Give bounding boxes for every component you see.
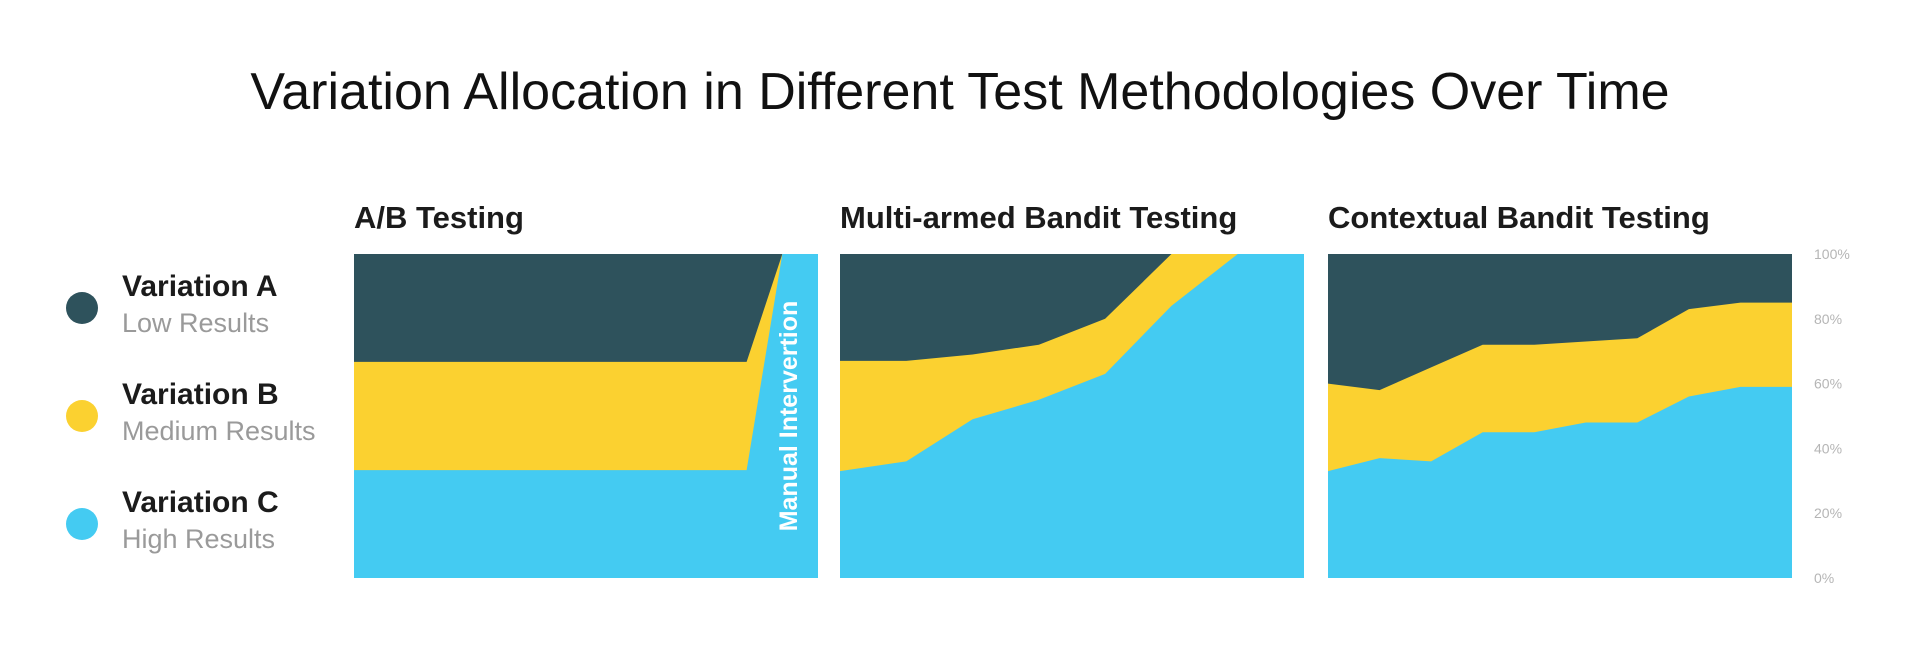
legend-swatch [66,508,98,540]
y-tick-label: 80% [1814,311,1842,327]
panel-title-contextual-bandit: Contextual Bandit Testing [1328,200,1710,235]
legend-label: Variation A [122,270,278,303]
area-variation-c [354,254,818,578]
legend-swatch [66,400,98,432]
panel-title-multi-armed-bandit: Multi-armed Bandit Testing [840,200,1238,235]
panel-1 [354,254,818,578]
y-tick-label: 60% [1814,376,1842,392]
legend-label: Variation B [122,378,279,411]
manual-intervention-label: Manual Intervertion [775,301,803,532]
legend-swatch [66,292,98,324]
chart-title: Variation Allocation in Different Test M… [250,63,1670,121]
legend-item-variation-c: Variation C High Results [66,486,366,566]
y-tick-label: 0% [1814,570,1834,586]
legend-sublabel: Low Results [122,308,270,338]
area-variation-c [840,254,1304,578]
legend-item-variation-a: Variation A Low Results [66,270,366,350]
legend-item-variation-b: Variation B Medium Results [66,378,366,458]
y-tick-label: 100% [1814,246,1850,262]
panel-3 [1328,254,1792,578]
y-tick-label: 40% [1814,440,1842,456]
legend-sublabel: Medium Results [122,416,316,446]
y-tick-label: 20% [1814,505,1842,521]
panel-title-ab-testing: A/B Testing [354,200,524,235]
legend-label: Variation C [122,486,279,519]
area-variation-c [1328,386,1792,578]
panel-2 [840,254,1304,578]
legend-sublabel: High Results [122,524,276,554]
